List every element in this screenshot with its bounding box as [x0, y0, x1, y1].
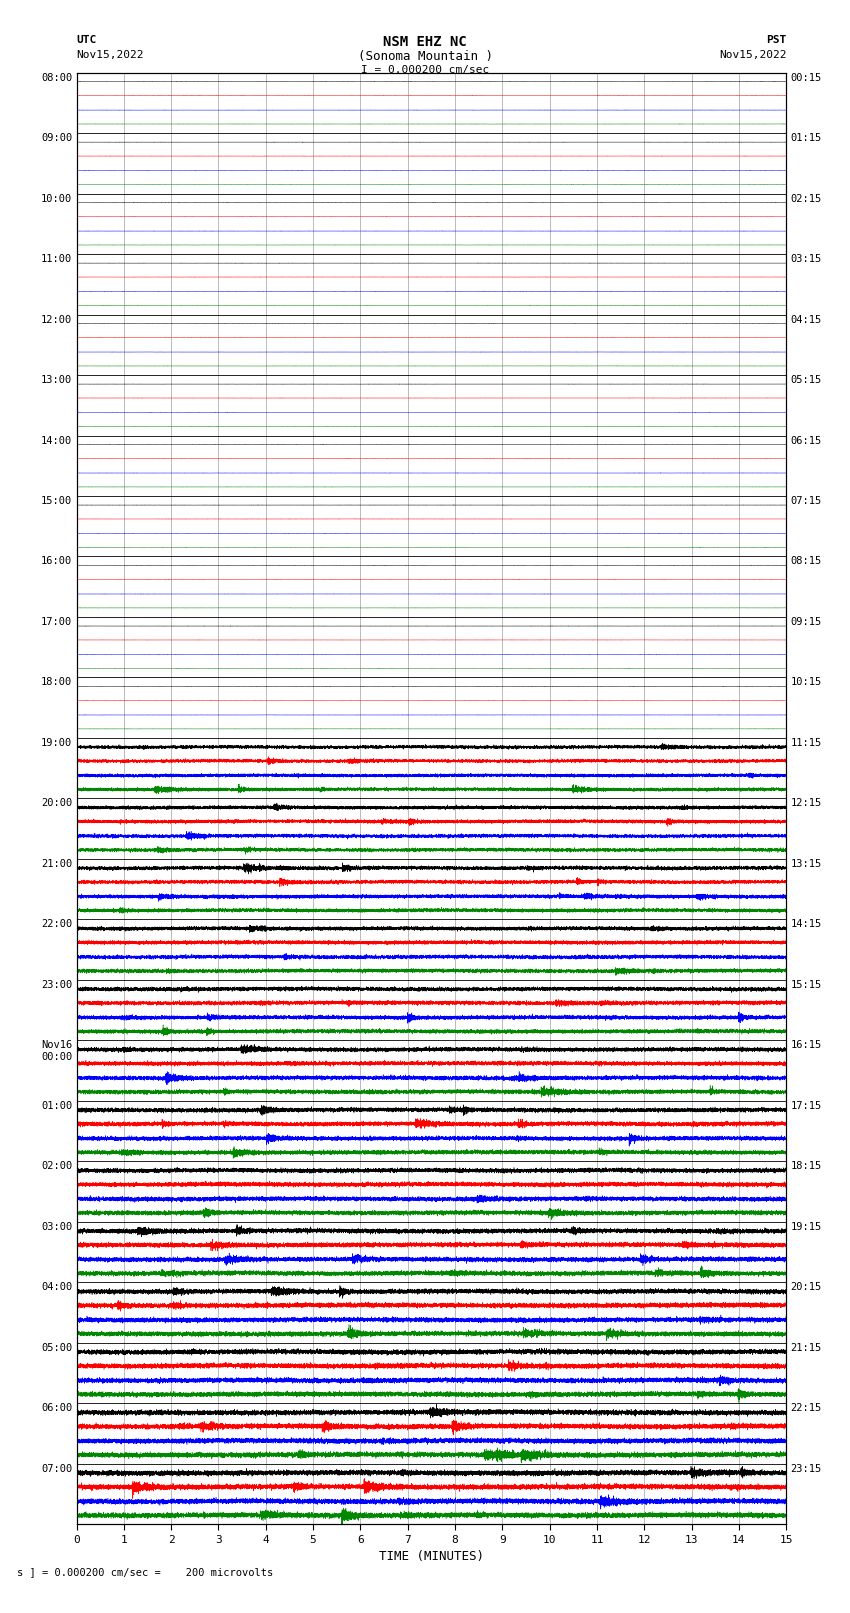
Text: PST: PST — [766, 35, 786, 45]
X-axis label: TIME (MINUTES): TIME (MINUTES) — [379, 1550, 484, 1563]
Text: Nov15,2022: Nov15,2022 — [76, 50, 144, 60]
Text: UTC: UTC — [76, 35, 97, 45]
Text: s ] = 0.000200 cm/sec =    200 microvolts: s ] = 0.000200 cm/sec = 200 microvolts — [17, 1568, 273, 1578]
Text: NSM EHZ NC: NSM EHZ NC — [383, 35, 467, 50]
Text: Nov15,2022: Nov15,2022 — [719, 50, 786, 60]
Text: (Sonoma Mountain ): (Sonoma Mountain ) — [358, 50, 492, 63]
Text: I = 0.000200 cm/sec: I = 0.000200 cm/sec — [361, 65, 489, 74]
